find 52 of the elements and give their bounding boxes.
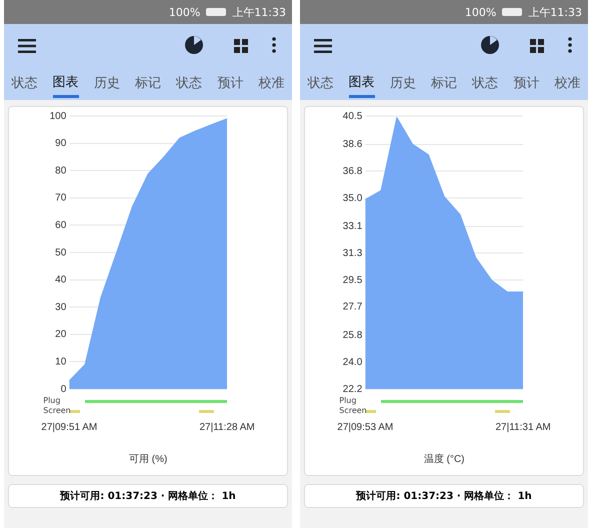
- y-tick-label: 10: [55, 356, 67, 368]
- text: 状态: [176, 75, 202, 93]
- y-tick-label: 30: [55, 302, 67, 313]
- text: 100%: [168, 6, 200, 18]
- text: Plug: [339, 396, 356, 405]
- text: 上午11:33: [232, 4, 286, 20]
- x-axis-title: 可用 (%): [129, 454, 168, 465]
- y-tick-label: 22.2: [342, 384, 363, 395]
- x-tick-label: 27|09:51 AM: [41, 422, 98, 433]
- text: 校准: [258, 75, 284, 93]
- y-tick-label: 29.5: [342, 274, 363, 286]
- text: 状态: [12, 75, 38, 93]
- y-tick-label: 40.5: [342, 110, 363, 122]
- text: 校准: [554, 75, 580, 93]
- x-axis-title: 温度 (°C): [424, 452, 465, 465]
- y-tick-label: 100: [50, 110, 67, 122]
- y-tick-label: 20: [55, 329, 67, 340]
- text: 状态: [308, 75, 334, 93]
- x-tick-label: 27|09:53 AM: [337, 422, 394, 433]
- text: Screen: [43, 406, 71, 415]
- text: 预计可用: 01:37:23 · 网格单位： 1h: [8, 484, 288, 508]
- y-tick-label: 25.8: [342, 330, 363, 342]
- x-tick-label: 27|11:31 AM: [495, 422, 551, 433]
- text: 状态: [472, 75, 498, 93]
- y-tick-label: 80: [55, 165, 67, 176]
- text: 预计可用: 01:37:23 · 网格单位： 1h: [304, 484, 584, 508]
- y-tick-label: 36.8: [342, 166, 363, 177]
- y-tick-label: 60: [55, 220, 67, 231]
- y-tick-label: 24.0: [342, 356, 363, 368]
- text: 历史: [390, 75, 416, 93]
- text: 标记: [134, 75, 161, 93]
- text: 100%: [464, 6, 496, 18]
- y-tick-label: 38.6: [342, 139, 363, 150]
- text: Screen: [339, 406, 367, 415]
- y-tick-label: 0: [60, 384, 67, 395]
- text: 图表: [52, 68, 79, 98]
- y-tick-label: 33.1: [342, 221, 363, 232]
- x-tick-label: 27|11:28 AM: [199, 422, 255, 433]
- text: 图表: [348, 68, 375, 98]
- y-tick-label: 35.0: [342, 192, 363, 204]
- y-tick-label: 31.3: [342, 248, 363, 259]
- text: 历史: [94, 75, 120, 93]
- text: 标记: [430, 75, 457, 93]
- text: 预计: [217, 75, 244, 93]
- text: 预计: [513, 75, 540, 93]
- y-tick-label: 27.7: [342, 302, 363, 313]
- y-tick-label: 50: [55, 247, 67, 258]
- text: Plug: [43, 396, 60, 405]
- y-tick-label: 90: [55, 138, 67, 150]
- y-tick-label: 70: [55, 192, 67, 204]
- text: 上午11:33: [528, 4, 582, 20]
- y-tick-label: 40: [55, 274, 67, 286]
